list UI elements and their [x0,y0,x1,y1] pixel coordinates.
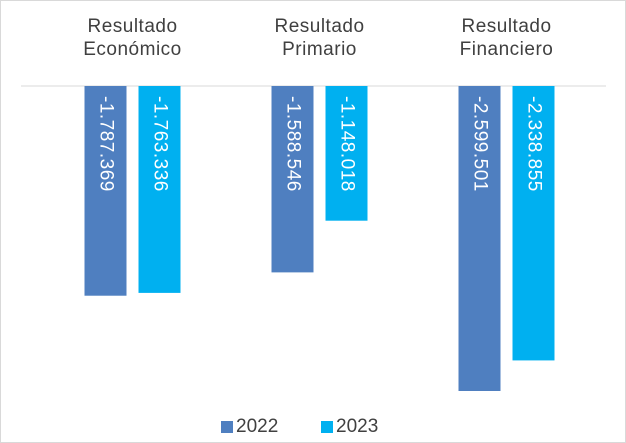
bar [458,86,501,391]
legend-swatch [221,421,233,433]
bar [512,86,555,361]
bar [271,86,314,273]
value-label: -2.338.855 [523,96,544,192]
value-label: -1.148.018 [336,96,357,192]
legend-label: 2023 [336,416,378,437]
value-label: -2.599.501 [469,96,490,192]
bar [138,86,181,293]
legend-swatch [321,421,333,433]
value-label: -1.588.546 [282,96,303,192]
value-label: -1.787.369 [95,96,116,192]
category-label: Resultado Financiero [459,16,554,60]
category-label: Resultado Primario [274,16,365,60]
category-label: Resultado Económico [83,16,182,60]
value-label: -1.763.336 [149,96,170,192]
bar [325,86,368,221]
legend-label: 2022 [236,416,278,437]
bar [84,86,127,296]
